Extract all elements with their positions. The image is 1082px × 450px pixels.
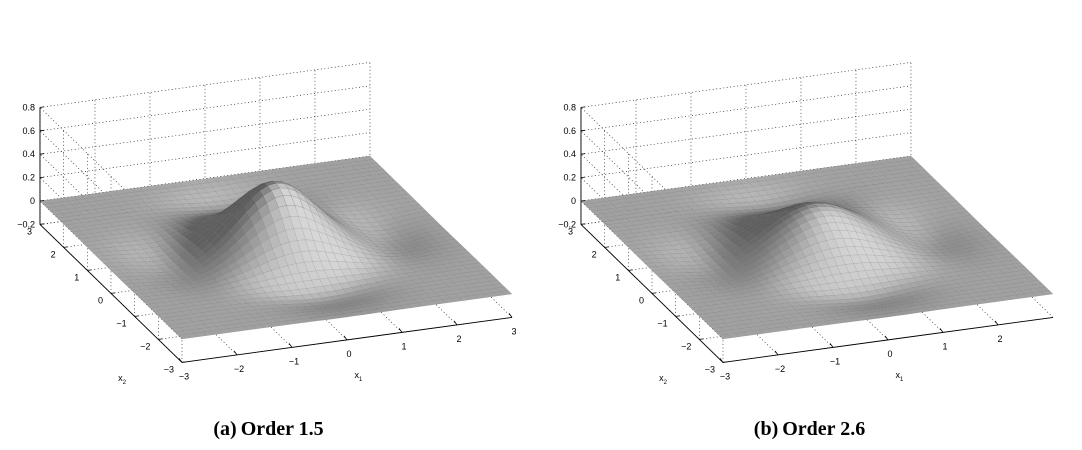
x-tick-label: −1 bbox=[830, 356, 840, 366]
y-tick-label: 0 bbox=[639, 295, 644, 305]
y-tick-label: −1 bbox=[657, 318, 667, 328]
z-tick-label: 0.2 bbox=[22, 173, 35, 183]
y-tick-label: −2 bbox=[140, 341, 150, 351]
y-tick-label: 1 bbox=[74, 272, 79, 282]
y-tick-label: 3 bbox=[27, 226, 32, 236]
z-tick-label: −0.2 bbox=[558, 219, 576, 229]
x-tick-label: 1 bbox=[942, 341, 947, 351]
x-axis-label: x1 bbox=[355, 370, 364, 383]
y-tick-label: −3 bbox=[164, 364, 174, 374]
y-tick-label: 2 bbox=[592, 249, 597, 259]
x-tick-label: 2 bbox=[997, 334, 1002, 344]
z-tick-label: 0 bbox=[571, 196, 576, 206]
surface-plot-a: −0.2 0 0.2 0.4 0.6 0.8 −3 −2 −1 0 1 2 3 −3 −2 −1 0 1 2 3 x1 x… bbox=[17, 62, 517, 386]
x-tick-label: −1 bbox=[289, 356, 299, 366]
z-tick-label: 0.6 bbox=[563, 126, 576, 136]
z-tick-label: 0.8 bbox=[563, 102, 576, 112]
chart-panel-b: −0.2 0 0.2 0.4 0.6 0.8 −3 −2 −1 0 1 2 3 −3 −2 −1 0 1 2 x1 x2… bbox=[541, 0, 1082, 450]
z-tick-label: 0.4 bbox=[22, 149, 35, 159]
caption-a: (a) Order 1.5 bbox=[0, 418, 541, 441]
y-tick-label: 1 bbox=[615, 272, 620, 282]
surface-mesh bbox=[39, 155, 513, 340]
surface-mesh bbox=[580, 155, 1054, 340]
z-tick-label: 0.2 bbox=[563, 173, 576, 183]
y-axis-label-sub: 2 bbox=[664, 380, 668, 386]
x-tick-label: −3 bbox=[179, 371, 189, 381]
z-tick-label: 0.4 bbox=[563, 149, 576, 159]
y-axis-label: x2 bbox=[659, 373, 668, 386]
z-tick-label: 0.6 bbox=[22, 126, 35, 136]
x-axis-label-sub: 1 bbox=[900, 377, 904, 383]
y-tick-label: 0 bbox=[98, 295, 103, 305]
z-tick-label: −0.2 bbox=[17, 219, 35, 229]
x-tick-label: 1 bbox=[401, 341, 406, 351]
z-tick-label: 0.8 bbox=[22, 102, 35, 112]
x-tick-label: −3 bbox=[720, 371, 730, 381]
y-tick-label: −2 bbox=[681, 341, 691, 351]
y-axis-label: x2 bbox=[118, 373, 127, 386]
y-tick-label: 2 bbox=[51, 249, 56, 259]
y-tick-label: −1 bbox=[116, 318, 126, 328]
caption-text-a: Order 1.5 bbox=[240, 418, 324, 440]
y-axis-label-sub: 2 bbox=[123, 380, 127, 386]
x-tick-label: 0 bbox=[346, 349, 351, 359]
x-axis-label: x1 bbox=[896, 370, 905, 383]
x-tick-label: −2 bbox=[775, 364, 785, 374]
y-tick-label: 3 bbox=[568, 226, 573, 236]
chart-panel-a: −0.2 0 0.2 0.4 0.6 0.8 −3 −2 −1 0 1 2 3 −3 −2 −1 0 1 2 3 x1 x… bbox=[0, 62, 541, 441]
caption-prefix-b: (b) bbox=[753, 418, 779, 440]
x-tick-label: 3 bbox=[511, 326, 516, 336]
x-tick-label: −2 bbox=[234, 364, 244, 374]
y-tick-label: −3 bbox=[705, 364, 715, 374]
caption-prefix-a: (a) bbox=[213, 418, 237, 440]
x-tick-label: 2 bbox=[456, 334, 461, 344]
z-tick-label: 0 bbox=[30, 196, 35, 206]
x-axis-label-sub: 1 bbox=[359, 377, 363, 383]
caption-b: (b) Order 2.6 bbox=[541, 418, 1082, 441]
caption-text-b: Order 2.6 bbox=[782, 418, 866, 440]
surface-plot-b: −0.2 0 0.2 0.4 0.6 0.8 −3 −2 −1 0 1 2 3 −3 −2 −1 0 1 2 x1 x2 bbox=[558, 62, 1054, 386]
x-tick-label: 0 bbox=[887, 349, 892, 359]
